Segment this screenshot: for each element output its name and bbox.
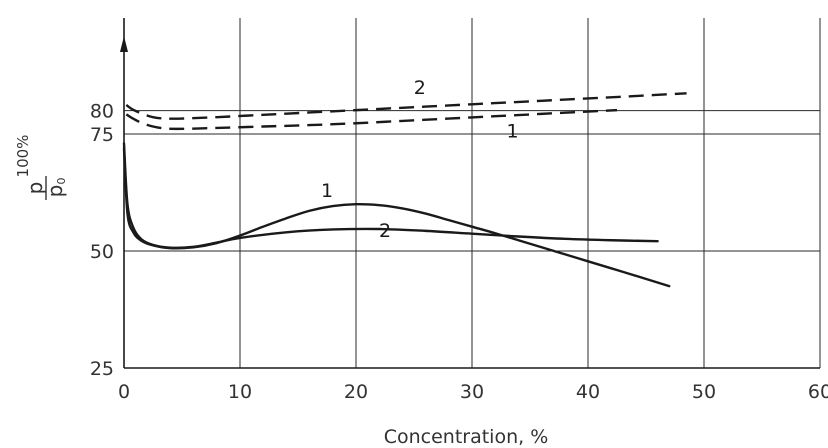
series-solid-2-line <box>122 142 659 250</box>
y-axis-title-numerator: p <box>23 182 47 195</box>
y-tick-label: 80 <box>90 101 114 123</box>
series-dashed-1-line <box>125 108 618 131</box>
gridlines <box>124 18 821 368</box>
curve-label: 2 <box>379 220 391 242</box>
series-dashed-2-line <box>125 92 687 120</box>
x-tick-label: 20 <box>344 381 368 403</box>
curve-label: 1 <box>321 180 333 202</box>
y-axis-title: p p 0 100% <box>14 135 68 200</box>
y-tick-label: 75 <box>90 124 114 146</box>
y-tick-label: 25 <box>90 358 114 380</box>
x-tick-label: 40 <box>576 381 600 403</box>
y-axis-title-denominator-subscript: 0 <box>55 178 68 185</box>
y-axis-title-denominator: p <box>43 185 67 198</box>
y-tick-label: 50 <box>90 241 114 263</box>
series-layer <box>122 92 687 288</box>
curve-label: 2 <box>414 77 426 99</box>
x-tick-label: 30 <box>460 381 484 403</box>
x-tick-label: 10 <box>228 381 252 403</box>
y-axis-arrow <box>120 36 128 52</box>
x-axis-title: Concentration, % <box>384 426 549 448</box>
y-axis-title-superscript: 100% <box>14 135 32 178</box>
x-tick-label: 0 <box>118 381 130 403</box>
curve-label: 1 <box>507 120 519 142</box>
curve-labels: 2 1 1 2 <box>321 77 519 242</box>
series-solid-1-line <box>122 146 671 288</box>
axes <box>120 18 820 369</box>
x-tick-label: 50 <box>692 381 716 403</box>
x-tick-label: 60 <box>808 381 828 403</box>
